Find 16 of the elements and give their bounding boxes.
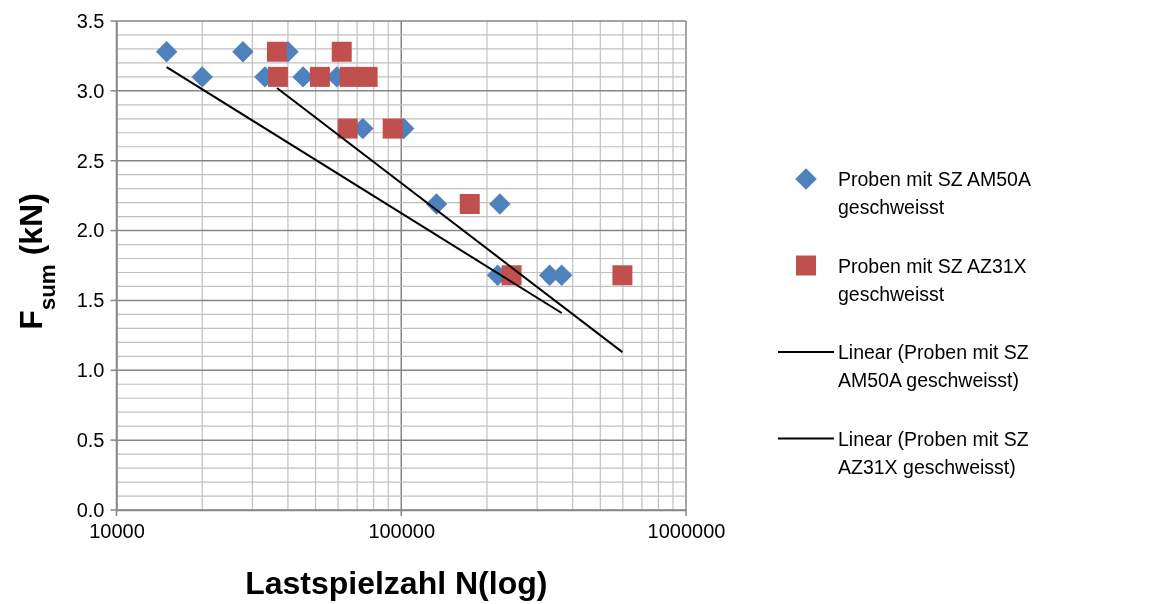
x-tick-label: 10000: [89, 520, 145, 543]
y-tick-label: 0.5: [76, 429, 105, 452]
legend-label: Proben mit SZ AZ31X geschweisst: [838, 254, 1027, 305]
x-axis-title: Lastspielzahl N(log): [245, 565, 548, 601]
y-tick-label: 0.0: [76, 498, 105, 521]
legend-label: Linear (Proben mit SZ AM50A geschweisst): [838, 341, 1029, 391]
y-tick-label: 3.5: [76, 9, 105, 32]
x-tick-label: 100000: [368, 520, 436, 543]
y-tick-label: 1.0: [76, 359, 105, 382]
y-tick-label: 1.5: [76, 289, 105, 312]
x-tick-label: 1000000: [647, 520, 726, 543]
legend-label: Proben mit SZ AM50A geschweisst: [838, 168, 1031, 218]
y-tick-label: 3.0: [76, 79, 105, 102]
legend-label: Linear (Proben mit SZ AZ31X geschweisst): [838, 427, 1029, 478]
y-tick-label: 2.0: [76, 219, 105, 242]
y-tick-label: 2.5: [76, 149, 105, 172]
